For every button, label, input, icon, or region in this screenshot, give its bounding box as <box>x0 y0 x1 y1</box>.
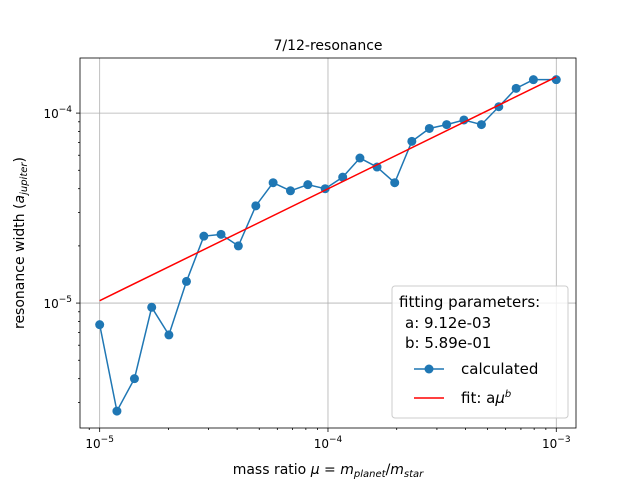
y-tick-label: 10−5 <box>43 295 72 311</box>
data-point-calculated <box>424 123 434 133</box>
x-tick-label-base: 10 <box>85 437 100 451</box>
x-axis-label-sub-planet: planet <box>353 469 387 480</box>
data-point-calculated <box>476 120 486 130</box>
y-axis-label-sub-jupiter: jupiter <box>19 162 30 197</box>
legend-calculated-swatch-marker <box>424 364 434 374</box>
data-point-calculated <box>390 178 400 188</box>
data-point-calculated <box>216 229 226 239</box>
x-tick-label-base: 10 <box>542 437 557 451</box>
legend-box <box>391 285 569 419</box>
x-axis-label-slash: / <box>386 462 391 478</box>
legend-fit-label: fit: aμb <box>461 389 511 407</box>
data-point-calculated <box>164 330 174 340</box>
x-tick-label-exponent: −5 <box>101 435 114 445</box>
data-point-calculated <box>199 231 209 241</box>
data-point-calculated <box>551 75 561 85</box>
legend-fit-label-prefix: fit: a <box>461 389 495 407</box>
data-point-calculated <box>251 201 261 211</box>
legend-fit-b: b: 5.89e-01 <box>405 334 491 352</box>
x-tick-label: 10−5 <box>85 435 114 451</box>
x-axis-label-prefix: mass ratio <box>233 462 311 478</box>
data-point-calculated <box>112 406 122 416</box>
x-tick-label-base: 10 <box>314 437 329 451</box>
y-tick-label: 10−4 <box>43 105 72 121</box>
x-axis-label-m-star: m <box>390 462 404 478</box>
x-axis-label-mu: μ <box>310 462 320 478</box>
x-tick-label-exponent: −3 <box>557 435 570 445</box>
data-point-calculated <box>459 115 469 125</box>
chart-title: 7/12-resonance <box>273 38 382 54</box>
data-point-calculated <box>511 83 521 93</box>
axis-ticks: 10−5 10−4 10−310−510−4 <box>43 105 570 451</box>
data-point-calculated <box>181 276 191 286</box>
y-tick-label-base: 10 <box>43 107 58 121</box>
x-tick-label-exponent: −4 <box>329 435 343 445</box>
x-axis-label: mass ratio μ = mplanet/mstar <box>233 462 424 480</box>
y-axis-label-prefix: resonance width ( <box>12 203 28 329</box>
x-tick-label: 10−4 <box>314 435 343 451</box>
y-tick-label-exponent: −5 <box>59 295 72 305</box>
legend-fit-heading: fitting parameters: <box>399 293 540 311</box>
data-point-calculated <box>285 186 295 196</box>
data-point-calculated <box>407 136 417 146</box>
x-axis-label-sub-star: star <box>404 469 424 480</box>
data-point-calculated <box>355 153 365 163</box>
legend-fit-label-exp: b <box>505 389 511 400</box>
data-point-calculated <box>442 120 452 130</box>
data-point-calculated <box>303 180 313 190</box>
data-point-calculated <box>147 302 157 312</box>
series-line-fit <box>99 76 557 302</box>
data-point-calculated <box>233 241 243 251</box>
y-axis-label-suffix: ) <box>12 157 28 162</box>
legend-fit-a: a: 9.12e-03 <box>405 314 491 332</box>
x-axis-label-equals: = <box>320 462 341 478</box>
data-point-calculated <box>268 178 278 188</box>
y-axis-label-a: a <box>12 195 28 204</box>
y-tick-label-exponent: −4 <box>59 105 73 115</box>
legend-fit-label-mu: μ <box>494 389 505 407</box>
data-point-calculated <box>372 162 382 172</box>
data-point-calculated <box>338 172 348 182</box>
legend-calculated-label: calculated <box>461 360 538 378</box>
data-point-calculated <box>129 374 139 384</box>
y-axis-label: resonance width (ajupiter) <box>12 157 30 329</box>
legend: fitting parameters: a: 9.12e-03 b: 5.89e… <box>391 285 569 419</box>
y-tick-label-base: 10 <box>43 297 58 311</box>
data-point-calculated <box>528 75 538 85</box>
data-point-calculated <box>95 320 105 330</box>
x-axis-label-m-planet: m <box>340 462 354 478</box>
x-tick-label: 10−3 <box>542 435 571 451</box>
series-layer <box>95 75 561 416</box>
